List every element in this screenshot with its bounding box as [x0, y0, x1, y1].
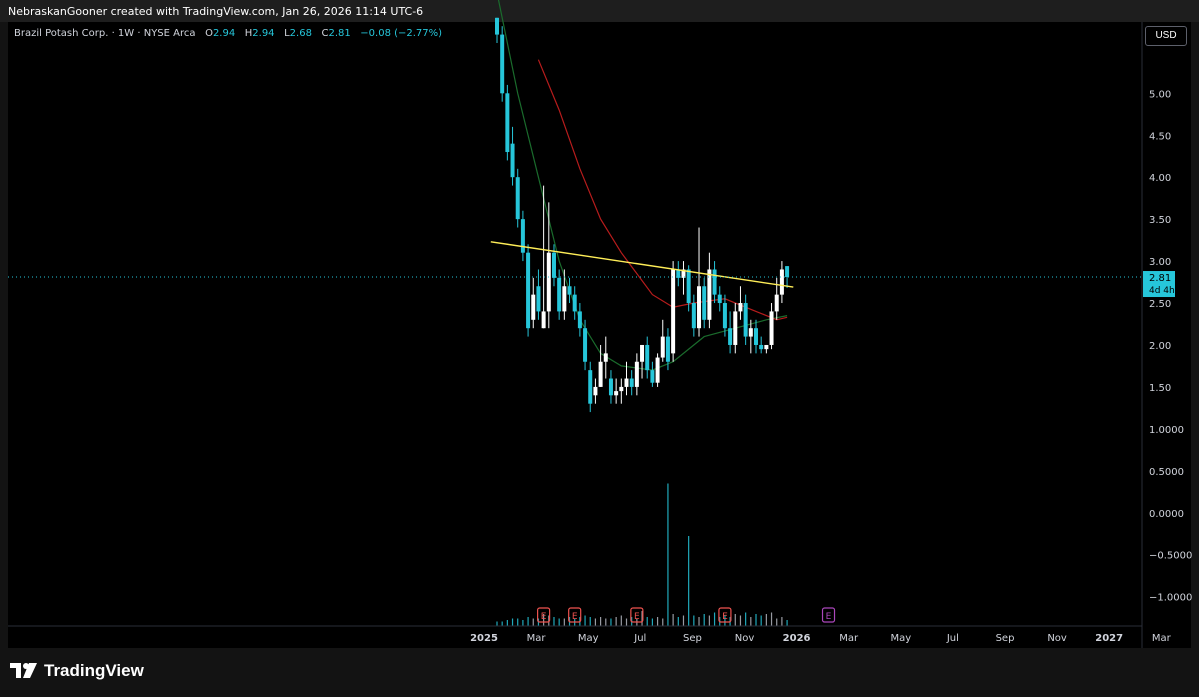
close-value: 2.81: [328, 28, 351, 39]
low-label: L: [284, 28, 290, 39]
open-label: O: [205, 28, 213, 39]
symbol-name: Brazil Potash Corp. · 1W · NYSE Arca: [14, 28, 196, 39]
symbol-legend: Brazil Potash Corp. · 1W · NYSE Arca O2.…: [14, 28, 442, 39]
brand-name: TradingView: [44, 661, 144, 680]
attribution-text: NebraskanGooner created with TradingView…: [8, 5, 424, 18]
tradingview-logo-icon: [10, 663, 37, 678]
tradingview-logo[interactable]: TradingView: [10, 661, 144, 681]
close-label: C: [321, 28, 329, 39]
footer: [0, 648, 1199, 697]
open-value: 2.94: [212, 28, 236, 39]
high-label: H: [244, 28, 253, 39]
currency-button[interactable]: USD: [1145, 26, 1187, 46]
change-value: −0.08 (−2.77%): [360, 28, 443, 39]
attribution-bar: NebraskanGooner created with TradingView…: [0, 0, 1199, 22]
chart-frame[interactable]: [8, 22, 1191, 648]
high-value: 2.94: [252, 28, 275, 39]
low-value: 2.68: [289, 28, 312, 39]
